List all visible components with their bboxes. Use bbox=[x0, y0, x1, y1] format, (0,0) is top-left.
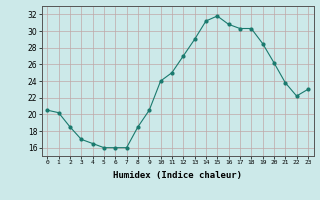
X-axis label: Humidex (Indice chaleur): Humidex (Indice chaleur) bbox=[113, 171, 242, 180]
